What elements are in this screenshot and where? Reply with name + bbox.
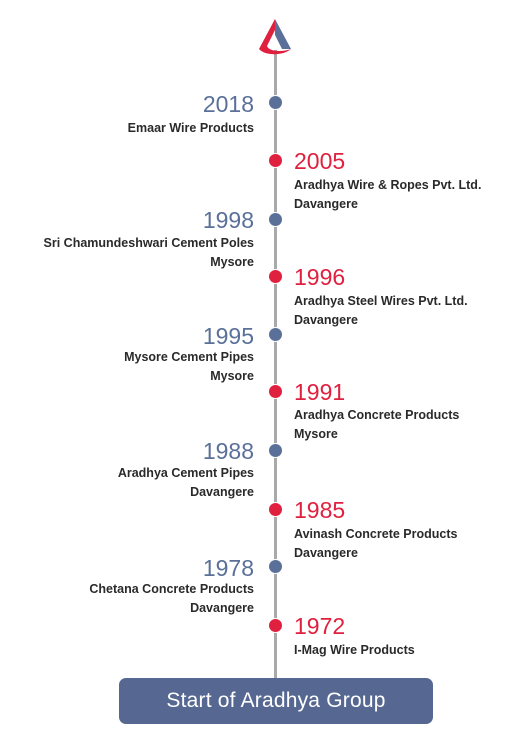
milestone-year: 1972 [294, 613, 346, 639]
company-name: Aradhya Wire & Ropes Pvt. Ltd. [294, 178, 482, 192]
milestone-year: 2005 [294, 148, 346, 174]
milestone-dot-1995 [269, 328, 282, 341]
milestone-year: 2018 [202, 91, 254, 117]
milestone-description: Aradhya Wire & Ropes Pvt. Ltd. Davangere [294, 176, 481, 214]
milestone-description: Aradhya Steel Wires Pvt. Ltd. Davangere [294, 292, 468, 330]
milestone-year: 1988 [202, 438, 254, 464]
company-location: Davangere [294, 197, 358, 211]
company-name: Aradhya Steel Wires Pvt. Ltd. [294, 294, 468, 308]
company-location: Mysore [210, 255, 254, 269]
milestone-dot-1985 [269, 503, 282, 516]
company-name: I-Mag Wire Products [294, 643, 415, 657]
company-name: Emaar Wire Products [127, 121, 254, 135]
company-name: Mysore Cement Pipes [124, 350, 254, 364]
milestone-description: Aradhya Concrete Products Mysore [294, 406, 459, 444]
company-name: Aradhya Cement Pipes [117, 466, 254, 480]
milestone-description: Aradhya Cement Pipes Davangere [118, 464, 254, 502]
milestone-dot-1998 [269, 213, 282, 226]
milestone-year: 1991 [294, 379, 346, 405]
milestone-year: 1985 [294, 497, 346, 523]
milestone-year: 1978 [202, 555, 254, 581]
company-name: Sri Chamundeshwari Cement Poles [43, 236, 254, 250]
company-name: Avinash Concrete Products [294, 527, 458, 541]
milestone-year: 1998 [202, 207, 254, 233]
company-location: Davangere [294, 546, 358, 560]
milestone-description: Sri Chamundeshwari Cement Poles Mysore [44, 234, 254, 272]
milestone-description: I-Mag Wire Products [294, 641, 415, 660]
milestone-description: Emaar Wire Products [128, 119, 254, 138]
milestone-dot-2005 [269, 154, 282, 167]
milestone-description: Chetana Concrete Products Davangere [89, 580, 254, 618]
milestone-dot-1991 [269, 385, 282, 398]
milestone-dot-2018 [269, 96, 282, 109]
milestone-description: Avinash Concrete Products Davangere [294, 525, 457, 563]
company-location: Davangere [190, 485, 254, 499]
milestone-dot-1996 [269, 270, 282, 283]
milestone-year: 1995 [202, 323, 254, 349]
company-location: Mysore [210, 369, 254, 383]
aradhya-logo-icon [259, 19, 291, 55]
milestone-year: 1996 [294, 264, 346, 290]
start-of-group-button[interactable]: Start of Aradhya Group [119, 678, 433, 724]
milestone-dot-1972 [269, 619, 282, 632]
company-location: Davangere [190, 601, 254, 615]
company-location: Davangere [294, 313, 358, 327]
milestone-dot-1978 [269, 560, 282, 573]
company-name: Chetana Concrete Products [89, 582, 254, 596]
timeline-axis [274, 50, 277, 690]
company-location: Mysore [294, 427, 338, 441]
milestone-description: Mysore Cement Pipes Mysore [124, 348, 254, 386]
milestone-dot-1988 [269, 444, 282, 457]
company-name: Aradhya Concrete Products [294, 408, 460, 422]
